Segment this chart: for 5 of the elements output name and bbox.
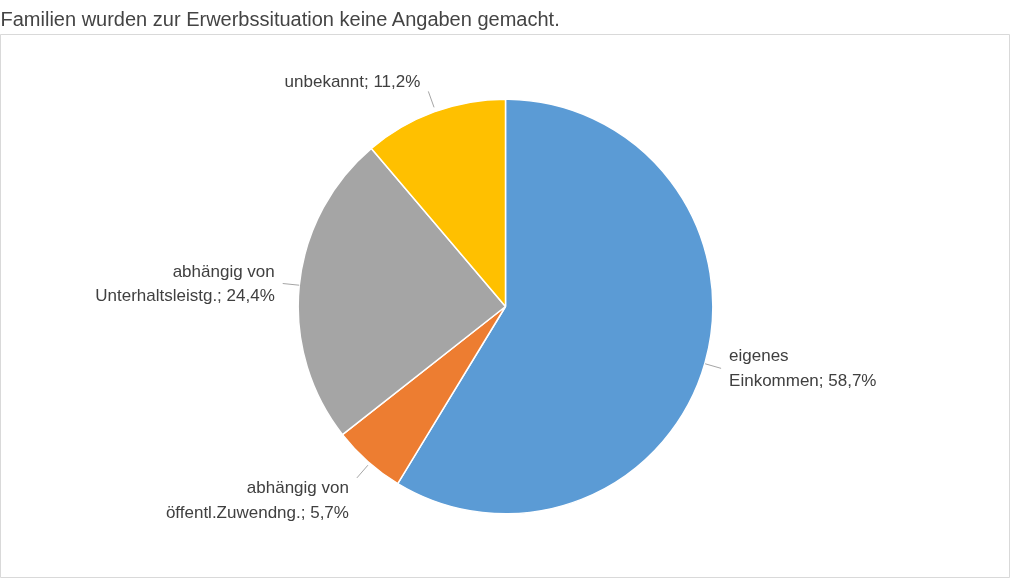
slice-label: abhängig von öffentl.Zuwendng.; 5,7% — [165, 477, 349, 522]
slice-label: unbekannt; 11,2% — [284, 72, 421, 92]
slice-label: eigenes Einkommen; 58,7% — [729, 346, 877, 391]
chart-title: Familien wurden zur Erwerbssituation keine Angaben gemacht. — [0, 7, 560, 30]
slice-label: abhängig von Unterhaltsleistg.; 24,4% — [95, 261, 275, 306]
